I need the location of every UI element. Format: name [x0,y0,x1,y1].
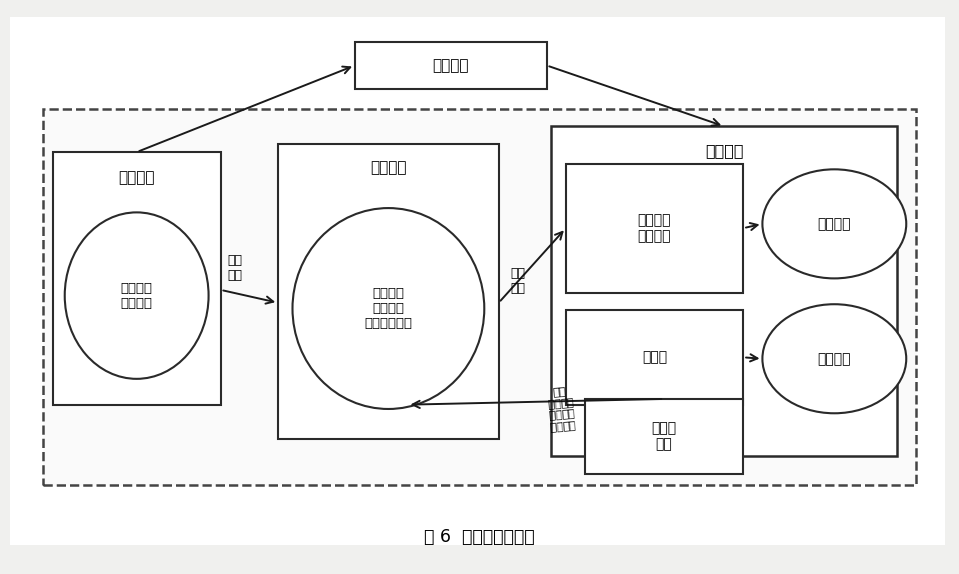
Text: 火力單元: 火力單元 [705,143,743,158]
Bar [566,164,743,293]
Text: 彈藥運
輸車: 彈藥運 輸車 [651,421,677,451]
Text: 目標追蹤: 目標追蹤 [818,352,851,366]
Text: 相列雷達: 相列雷達 [118,170,155,185]
Text: 圖 6  接戰流程示意圖: 圖 6 接戰流程示意圖 [424,528,535,546]
Ellipse shape [65,212,209,379]
Text: 搜索追蹤
敵我識別: 搜索追蹤 敵我識別 [121,282,152,309]
Bar [551,126,897,456]
Ellipse shape [762,304,906,413]
Bar [566,310,743,405]
Text: 復仇者: 復仇者 [642,350,667,364]
Text: 陸劍二型
火力單元
彈藥填補
歸來: 陸劍二型 火力單元 彈藥填補 歸來 [545,384,575,431]
Ellipse shape [762,169,906,278]
Text: 陸劍二型
火力單元: 陸劍二型 火力單元 [638,213,671,243]
Text: 追蹤
目標: 追蹤 目標 [227,254,243,282]
Bar [278,144,499,439]
Text: 威脅排序
火力分配
發射飛彈操控: 威脅排序 火力分配 發射飛彈操控 [364,287,412,330]
Text: 威脅目標: 威脅目標 [433,58,469,73]
Text: 飛彈發射: 飛彈發射 [818,217,851,231]
Text: 接戰
目標: 接戰 目標 [510,267,526,295]
Ellipse shape [292,208,484,409]
Bar [53,152,221,405]
Text: 接戰管制: 接戰管制 [370,160,407,175]
Bar [43,109,916,485]
Bar [355,42,547,89]
Bar [585,399,743,474]
